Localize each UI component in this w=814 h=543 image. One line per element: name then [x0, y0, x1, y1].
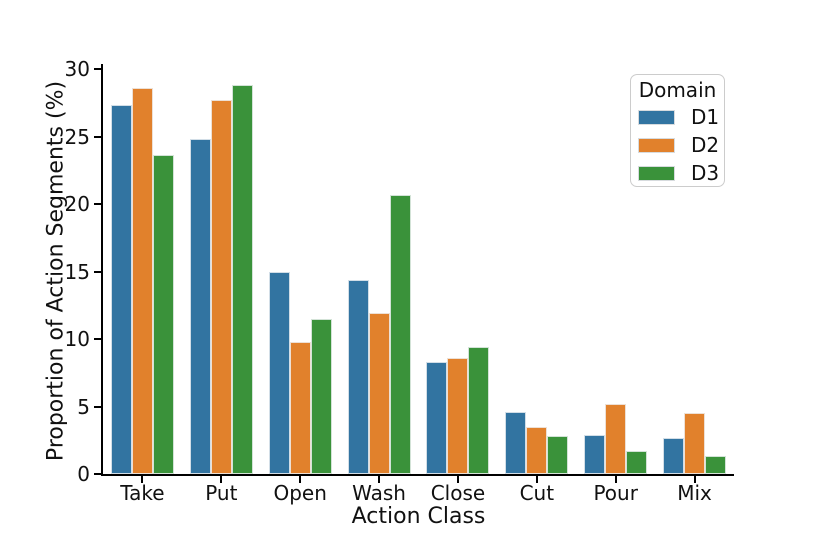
x-tick-cut: [535, 476, 538, 483]
x-tick-label-mix: Mix: [677, 481, 712, 505]
y-tick-5: [94, 405, 101, 408]
y-tick-label-15: 15: [64, 259, 90, 284]
x-tick-label-wash: Wash: [352, 481, 406, 505]
y-tick-15: [94, 270, 101, 273]
x-tick-label-pour: Pour: [593, 481, 638, 505]
x-tick-put: [220, 476, 223, 483]
y-tick-label-30: 30: [64, 57, 90, 81]
bar-d2-put: [210, 100, 232, 474]
x-axis-line: [101, 474, 734, 476]
bar-d2-mix: [684, 413, 706, 474]
y-tick-30: [94, 68, 101, 70]
bar-d2-take: [131, 87, 153, 474]
bar-d3-mix: [705, 456, 727, 474]
legend-entry-d2: D2: [631, 131, 724, 159]
y-tick-0: [94, 473, 101, 475]
bar-d3-take: [152, 155, 174, 474]
x-tick-label-open: Open: [273, 481, 327, 505]
bar-d2-open: [289, 341, 311, 474]
x-tick-pour: [614, 476, 617, 483]
bar-d1-mix: [663, 437, 685, 474]
bar-d3-open: [310, 318, 332, 474]
y-axis-title: Proportion of Action Segments (%): [43, 80, 69, 462]
bar-d2-pour: [605, 403, 627, 474]
legend-entry-d3: D3: [631, 159, 724, 187]
x-tick-mix: [693, 476, 696, 483]
bar-d1-pour: [584, 434, 606, 474]
x-tick-wash: [378, 476, 381, 483]
y-tick-25: [94, 135, 101, 138]
y-tick-20: [94, 203, 101, 205]
legend-swatch-d3: [638, 165, 675, 181]
y-tick-label-0: 0: [77, 462, 90, 486]
x-tick-label-cut: Cut: [519, 481, 555, 505]
legend-label-d3: D3: [691, 161, 720, 185]
bar-d2-wash: [368, 313, 390, 474]
legend: Domain D1 D2 D3: [630, 74, 725, 187]
legend-label-d2: D2: [691, 133, 720, 157]
legend-swatch-d1: [638, 109, 675, 125]
bar-d3-cut: [547, 436, 569, 474]
bar-d1-cut: [505, 411, 527, 474]
bar-d3-put: [231, 85, 253, 474]
bar-d1-close: [426, 361, 448, 474]
x-tick-label-take: Take: [120, 481, 165, 505]
y-tick-label-10: 10: [64, 327, 90, 351]
x-tick-close: [456, 476, 459, 483]
x-axis-title: Action Class: [351, 504, 486, 529]
y-tick-label-5: 5: [77, 394, 90, 419]
y-tick-label-25: 25: [64, 124, 90, 149]
legend-title: Domain: [638, 78, 717, 102]
bar-d2-cut: [526, 426, 548, 474]
bar-d1-wash: [347, 279, 369, 474]
x-tick-label-put: Put: [205, 481, 238, 505]
x-tick-label-close: Close: [430, 481, 486, 505]
bar-d2-close: [447, 357, 469, 474]
y-tick-10: [94, 338, 101, 340]
y-axis-line: [101, 64, 103, 476]
bar-d1-open: [268, 271, 290, 474]
legend-label-d1: D1: [691, 105, 720, 129]
legend-entry-d1: D1: [631, 103, 724, 131]
x-tick-take: [141, 476, 144, 483]
y-tick-label-20: 20: [64, 192, 90, 216]
bar-d1-take: [110, 105, 132, 474]
x-tick-open: [299, 476, 302, 483]
legend-swatch-d2: [638, 137, 675, 153]
bar-d3-wash: [389, 194, 411, 474]
bar-d1-put: [189, 139, 211, 474]
bar-d3-close: [468, 347, 490, 474]
bar-d3-pour: [626, 451, 648, 474]
